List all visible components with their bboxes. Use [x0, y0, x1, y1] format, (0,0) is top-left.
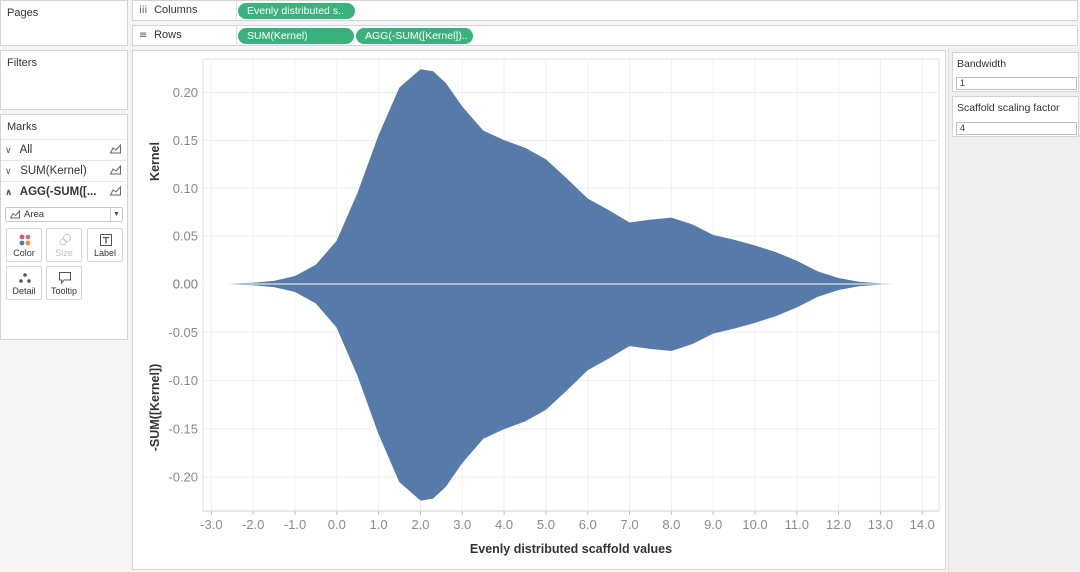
scaling-factor-input[interactable]: 4: [956, 122, 1077, 135]
x-tick-label: 9.0: [704, 517, 722, 532]
x-tick-label: 3.0: [453, 517, 471, 532]
bandwidth-title: Bandwidth: [957, 58, 1007, 70]
y-tick-label: 0.05: [173, 229, 198, 244]
marks-row-label: All: [19, 144, 33, 156]
filters-card[interactable]: Filters: [0, 50, 128, 110]
pages-title: Pages: [7, 7, 39, 19]
rows-shelf-header: ≡ Rows: [133, 26, 237, 45]
rows-label: Rows: [154, 29, 182, 41]
x-tick-label: 7.0: [621, 517, 639, 532]
marks-row-agg[interactable]: ∧ AGG(-SUM([...: [1, 181, 126, 202]
columns-shelf-header: iii Columns: [133, 1, 237, 20]
color-dots-icon: [19, 234, 31, 246]
area-mark-icon: [110, 165, 121, 175]
marks-row-label: SUM(Kernel): [20, 165, 87, 177]
x-tick-label: 5.0: [537, 517, 555, 532]
chevron-up-icon: ∧: [5, 188, 13, 198]
rows-shelf[interactable]: ≡ Rows SUM(Kernel) AGG(-SUM([Kernel])..: [132, 25, 1078, 46]
violin-chart[interactable]: 0.200.150.100.050.00Kernel0.00-0.05-0.10…: [133, 51, 947, 571]
label-button[interactable]: Label: [87, 228, 123, 262]
x-tick-label: 12.0: [826, 517, 851, 532]
mark-type-dropdown[interactable]: Area ▼: [5, 207, 123, 222]
rows-icon: ≡: [139, 30, 148, 41]
scaling-factor-title: Scaffold scaling factor: [957, 102, 1060, 114]
x-tick-label: -2.0: [242, 517, 264, 532]
x-tick-label: 13.0: [868, 517, 893, 532]
detail-button[interactable]: Detail: [6, 266, 42, 300]
kernel-area: [219, 69, 923, 285]
x-tick-label: 8.0: [662, 517, 680, 532]
y-tick-label: -0.20: [168, 470, 198, 485]
dropdown-arrow-icon: ▼: [110, 208, 122, 221]
columns-icon: iii: [139, 5, 148, 16]
size-button[interactable]: Size: [46, 228, 82, 262]
columns-label: Columns: [154, 4, 198, 16]
negative-kernel-area: [219, 283, 923, 501]
marks-row-sum-kernel[interactable]: ∨ SUM(Kernel): [1, 160, 126, 181]
y-tick-label: 0.00: [173, 277, 198, 292]
tooltip-icon: [59, 272, 71, 285]
x-tick-label: -3.0: [200, 517, 222, 532]
rows-pill-sum-kernel[interactable]: SUM(Kernel): [238, 28, 354, 44]
scaling-factor-parameter: Scaffold scaling factor 4: [952, 96, 1079, 137]
x-tick-label: 14.0: [910, 517, 935, 532]
text-label-icon: [100, 234, 112, 246]
color-button[interactable]: Color: [6, 228, 42, 262]
y-tick-label: 0.20: [173, 85, 198, 100]
rows-pill-agg[interactable]: AGG(-SUM([Kernel])..: [356, 28, 473, 44]
tooltip-button-label: Tooltip: [50, 286, 77, 296]
marks-row-label: AGG(-SUM([...: [19, 186, 97, 198]
detail-button-label: Detail: [12, 286, 36, 296]
x-tick-label: 4.0: [495, 517, 513, 532]
mark-type-label: Area: [24, 209, 45, 220]
y-tick-label: 0.15: [173, 133, 198, 148]
marks-row-all[interactable]: ∨ All: [1, 139, 126, 160]
bandwidth-input[interactable]: 1: [956, 77, 1077, 90]
detail-dots-icon: [19, 273, 31, 283]
chart-view[interactable]: 0.20 0.15 0.10 0.05 0.00 Kernel 0.00 -0.05 -0.10…: [132, 50, 946, 570]
columns-pill[interactable]: Evenly distributed s..: [238, 3, 355, 19]
columns-shelf[interactable]: iii Columns Evenly distributed s..: [132, 0, 1078, 21]
pages-card[interactable]: Pages: [0, 0, 128, 46]
x-tick-label: -1.0: [284, 517, 306, 532]
marks-title: Marks: [7, 121, 37, 133]
x-tick-label: 2.0: [411, 517, 429, 532]
marks-card: Marks ∨ All ∨ SUM(Kernel) ∧ AGG(-SUM([..…: [0, 114, 128, 340]
y-tick-label: -0.05: [168, 325, 198, 340]
x-tick-label: 0.0: [328, 517, 346, 532]
area-mark-icon: [110, 186, 121, 196]
size-icon: [59, 233, 72, 246]
y-tick-label: -0.15: [168, 421, 198, 436]
y-tick-label: 0.10: [173, 181, 198, 196]
y-tick-label: -0.10: [168, 373, 198, 388]
chevron-down-icon: ∨: [5, 146, 12, 156]
y-axis-title-negative-kernel: -SUM([Kernel]): [148, 364, 162, 452]
x-tick-label: 1.0: [370, 517, 388, 532]
filters-title: Filters: [7, 57, 37, 69]
y-axis-title-kernel: Kernel: [148, 142, 162, 181]
chevron-down-icon: ∨: [5, 167, 12, 177]
x-tick-label: 11.0: [785, 517, 809, 532]
x-tick-label: 6.0: [579, 517, 597, 532]
bandwidth-parameter: Bandwidth 1: [952, 52, 1079, 92]
color-button-label: Color: [13, 248, 35, 258]
y-tick-label: 0.00: [173, 277, 198, 292]
tooltip-button[interactable]: Tooltip: [46, 266, 82, 300]
area-chart-icon: [10, 210, 20, 219]
x-axis-title: Evenly distributed scaffold values: [470, 542, 672, 556]
label-button-label: Label: [93, 248, 117, 258]
size-button-label: Size: [55, 248, 73, 258]
x-tick-label: 10.0: [742, 517, 767, 532]
area-mark-icon: [110, 144, 121, 154]
